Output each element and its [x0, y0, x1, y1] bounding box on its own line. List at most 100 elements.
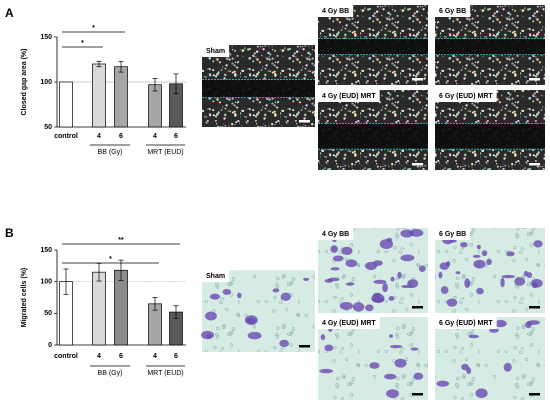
cell — [439, 262, 450, 270]
y-tick-label: 50 — [44, 310, 52, 317]
x-tick-label: 4 — [153, 133, 157, 140]
cell — [400, 229, 414, 238]
cell — [436, 380, 450, 387]
cell — [332, 255, 344, 262]
panel-label: A — [5, 6, 14, 20]
cell — [418, 265, 426, 273]
cell — [503, 362, 512, 372]
cell — [200, 330, 215, 340]
cell — [526, 272, 533, 279]
bar — [59, 81, 73, 128]
cell — [440, 286, 449, 295]
cell — [384, 373, 397, 380]
x-tick-label: control — [54, 353, 78, 360]
y-tick-label: 100 — [40, 279, 52, 286]
cell — [319, 368, 334, 374]
cell — [345, 259, 358, 268]
error-bar — [173, 305, 179, 319]
cell — [345, 282, 355, 286]
cell — [476, 244, 481, 250]
bar — [92, 63, 106, 128]
label-box — [435, 90, 497, 102]
cell — [400, 254, 415, 262]
cell — [279, 339, 290, 348]
cell — [303, 277, 310, 282]
cell — [489, 328, 499, 333]
wound-gap — [435, 123, 545, 150]
cell — [369, 362, 380, 369]
error-bar — [118, 259, 124, 281]
group-label: BB (Gy) — [98, 149, 123, 156]
cell — [222, 288, 232, 295]
significance-label: * — [109, 256, 112, 263]
cell — [493, 319, 507, 328]
y-tick-label: 50 — [44, 124, 52, 131]
cell — [324, 278, 333, 283]
cell — [205, 311, 217, 321]
cell — [339, 301, 353, 310]
cell — [501, 274, 516, 279]
image-label: 6 Gy (EUD) MRT — [439, 93, 493, 100]
image-label: 4 Gy (EUD) MRT — [322, 93, 376, 100]
scale-bar — [299, 345, 310, 348]
label-box — [318, 90, 380, 102]
cell — [461, 363, 469, 371]
cell — [388, 295, 395, 301]
cell — [460, 242, 468, 248]
cell — [481, 250, 488, 257]
label-box — [202, 270, 230, 282]
cell — [476, 287, 484, 295]
micrograph — [202, 270, 315, 352]
label-box — [318, 5, 354, 17]
image-label: 6 Gy (EUD) MRT — [439, 320, 493, 327]
scale-bar — [412, 78, 423, 81]
cell — [397, 271, 402, 279]
cell — [209, 293, 221, 300]
label-box — [435, 317, 497, 329]
cell — [514, 277, 526, 286]
error-bar — [96, 60, 102, 68]
cell — [389, 344, 403, 349]
cell — [486, 258, 492, 266]
cell — [446, 298, 458, 307]
significance-label: * — [92, 25, 95, 32]
error-bar — [63, 268, 69, 295]
cell — [330, 245, 339, 253]
error-bar — [118, 60, 124, 73]
cell — [324, 344, 334, 352]
bar — [114, 66, 128, 128]
cell — [475, 388, 488, 399]
cell — [438, 271, 443, 279]
cell — [386, 389, 399, 398]
label-box — [202, 45, 230, 57]
error-bar — [173, 73, 179, 95]
cell — [500, 277, 505, 288]
scale-bar — [412, 393, 423, 396]
cell — [464, 278, 471, 289]
x-tick-label: control — [54, 133, 78, 140]
x-tick-label: 6 — [174, 353, 178, 360]
cell — [390, 276, 395, 282]
cell — [365, 261, 377, 271]
cell — [272, 288, 280, 293]
y-tick-label: 0 — [48, 342, 52, 349]
cell — [413, 372, 424, 380]
micrograph — [318, 317, 428, 400]
cell — [320, 334, 326, 341]
cell — [236, 292, 242, 299]
cell — [371, 293, 385, 303]
cell — [382, 282, 388, 293]
error-bar — [152, 78, 158, 92]
cell — [373, 279, 387, 285]
image-label: 6 Gy BB — [439, 231, 466, 238]
group-label: MRT (EUD) — [147, 370, 183, 377]
cell — [407, 279, 419, 288]
significance-label: ** — [118, 237, 124, 244]
cell — [386, 237, 393, 243]
scale-bar — [412, 306, 423, 309]
y-tick-label: 150 — [40, 34, 52, 41]
image-label: 4 Gy BB — [322, 231, 349, 238]
wound-gap — [202, 79, 315, 98]
cell — [468, 334, 479, 339]
cell — [280, 292, 291, 301]
